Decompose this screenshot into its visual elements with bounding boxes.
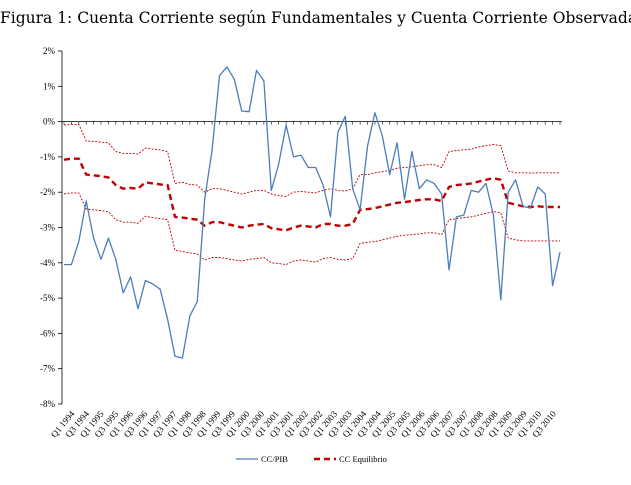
y-tick-label: -5% <box>40 293 55 303</box>
y-tick-label: -3% <box>40 223 55 233</box>
y-tick-label: 2% <box>43 46 56 56</box>
y-tick-label: -6% <box>40 328 55 338</box>
chart-axes <box>61 51 562 404</box>
y-tick-label: -8% <box>40 399 55 409</box>
legend-label: CC Equilibrio <box>339 454 387 464</box>
y-tick-label: -1% <box>40 152 55 162</box>
y-axis-ticks: 2% 1% 0% -1% -2% -3% -4% -5% -6% -7% -8% <box>40 46 62 409</box>
legend-label: CC/PIB <box>261 454 288 464</box>
actual-line <box>64 66 561 359</box>
y-tick-label: 1% <box>43 81 56 91</box>
band-line <box>63 123 560 197</box>
y-tick-label: 0% <box>43 117 56 127</box>
y-tick-label: -2% <box>40 187 55 197</box>
chart-series <box>63 66 561 359</box>
equilibrium-line <box>63 157 560 232</box>
chart-legend: CC/PIB CC Equilibrio <box>236 454 387 464</box>
figure-title: Figura 1: Cuenta Corriente según Fundame… <box>0 9 631 27</box>
y-tick-label: -4% <box>40 258 55 268</box>
band-line <box>63 192 560 266</box>
y-tick-label: -7% <box>40 364 55 374</box>
